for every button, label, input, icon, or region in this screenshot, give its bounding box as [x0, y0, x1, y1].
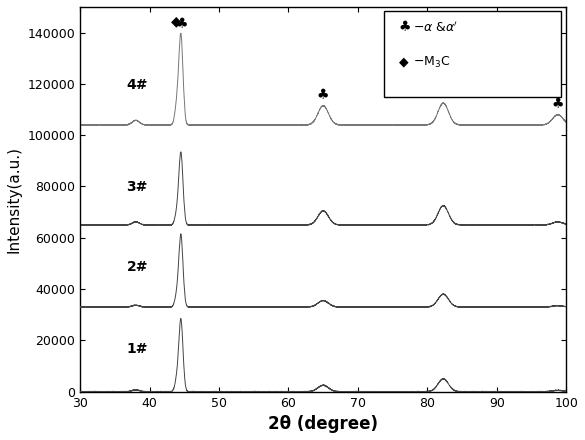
Text: ♣: ♣	[317, 88, 329, 103]
Text: ♣: ♣	[437, 86, 449, 100]
Text: 1#: 1#	[126, 342, 148, 356]
Text: $-$M$_3$C: $-$M$_3$C	[413, 55, 450, 70]
Y-axis label: Intensity(a.u.): Intensity(a.u.)	[7, 146, 22, 253]
Text: 4#: 4#	[126, 77, 148, 92]
X-axis label: 2θ (degree): 2θ (degree)	[268, 415, 378, 433]
Text: ♣: ♣	[398, 20, 411, 34]
Text: ♣: ♣	[552, 98, 564, 112]
FancyBboxPatch shape	[384, 11, 561, 97]
Text: $-\alpha$ &$\alpha$$^{\prime}$: $-\alpha$ &$\alpha$$^{\prime}$	[413, 20, 458, 35]
Text: ♣: ♣	[176, 17, 188, 31]
Text: ◆: ◆	[171, 15, 182, 29]
Text: 3#: 3#	[126, 180, 148, 194]
Text: ◆: ◆	[398, 55, 408, 68]
Text: 2#: 2#	[126, 260, 148, 274]
